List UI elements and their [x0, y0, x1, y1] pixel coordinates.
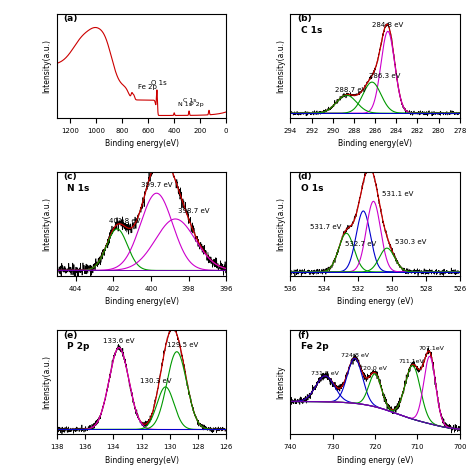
Text: 724.8 eV: 724.8 eV	[341, 353, 369, 358]
Text: P 2p: P 2p	[67, 342, 90, 351]
Text: (c): (c)	[64, 172, 77, 182]
Text: 399.7 eV: 399.7 eV	[141, 182, 173, 188]
Text: (e): (e)	[64, 330, 78, 339]
X-axis label: Binding energy(eV): Binding energy(eV)	[338, 139, 412, 148]
Text: 731.8 eV: 731.8 eV	[311, 371, 339, 376]
Text: N 1s: N 1s	[67, 184, 90, 193]
Text: O 1s: O 1s	[151, 81, 166, 86]
Y-axis label: Intensity(a.u.): Intensity(a.u.)	[276, 197, 285, 251]
Y-axis label: Intensity(a.u.): Intensity(a.u.)	[42, 197, 51, 251]
Text: O 1s: O 1s	[301, 184, 323, 193]
Text: 532.7 eV: 532.7 eV	[345, 242, 376, 247]
Text: Fe 2p: Fe 2p	[137, 84, 156, 90]
Text: 720.0 eV: 720.0 eV	[359, 366, 387, 371]
Text: N 1s: N 1s	[178, 101, 192, 107]
Text: 288.7 eV: 288.7 eV	[335, 87, 366, 93]
X-axis label: Binding energy (eV): Binding energy (eV)	[337, 297, 413, 306]
Text: 284.8 eV: 284.8 eV	[372, 22, 403, 28]
Y-axis label: Intensity: Intensity	[276, 365, 285, 399]
Text: 531.7 eV: 531.7 eV	[310, 224, 341, 230]
Text: 286.3 eV: 286.3 eV	[369, 73, 400, 79]
Text: 530.3 eV: 530.3 eV	[395, 239, 427, 245]
Text: P 2p: P 2p	[190, 101, 203, 107]
Text: 398.7 eV: 398.7 eV	[178, 208, 210, 214]
Text: 129.5 eV: 129.5 eV	[167, 342, 198, 348]
Y-axis label: Intensity(a.u.): Intensity(a.u.)	[42, 39, 51, 93]
Text: (b): (b)	[297, 15, 312, 24]
Text: (a): (a)	[64, 15, 78, 24]
Y-axis label: Intensity(a.u.): Intensity(a.u.)	[276, 39, 285, 93]
X-axis label: Binding energy(eV): Binding energy(eV)	[105, 297, 179, 306]
Text: C 1s: C 1s	[183, 98, 197, 103]
X-axis label: Binding energy (eV): Binding energy (eV)	[337, 455, 413, 464]
Text: C 1s: C 1s	[301, 26, 322, 35]
Text: 711.1eV: 711.1eV	[398, 359, 424, 364]
Text: (d): (d)	[297, 172, 312, 182]
X-axis label: Binding energy(eV): Binding energy(eV)	[105, 455, 179, 464]
Y-axis label: Intensity(a.u.): Intensity(a.u.)	[42, 355, 51, 409]
Text: 130.3 eV: 130.3 eV	[140, 378, 172, 384]
Text: Fe 2p: Fe 2p	[301, 342, 328, 351]
Text: 531.1 eV: 531.1 eV	[382, 191, 413, 197]
X-axis label: Binding energy(eV): Binding energy(eV)	[105, 139, 179, 148]
Text: 133.6 eV: 133.6 eV	[103, 337, 135, 344]
Text: (f): (f)	[297, 330, 310, 339]
Text: 401.8 eV: 401.8 eV	[109, 218, 140, 224]
Text: 707.1eV: 707.1eV	[418, 346, 444, 351]
